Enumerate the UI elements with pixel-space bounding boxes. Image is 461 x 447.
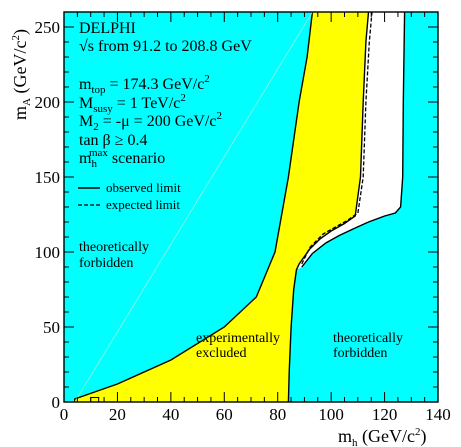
y-tick-label: 200: [35, 93, 61, 112]
x-tick-label: 80: [269, 405, 286, 424]
theoretical-limit-left-curve: [74, 12, 314, 402]
mtop-label: mtop = 174.3 GeV/c2: [79, 73, 210, 96]
y-tick-label: 150: [35, 168, 61, 187]
x-axis-ticks: [63, 12, 439, 402]
excluded-label-line1: experimentally: [196, 331, 280, 346]
msusy-label: Msusy = 1 TeV/c2: [79, 92, 186, 115]
x-tick-label: 120: [372, 405, 398, 424]
x-axis-tick-labels: 0 20 40 60 80 100 120 140: [60, 405, 451, 424]
x-tick-label: 140: [425, 405, 451, 424]
y-tick-label: 250: [35, 18, 61, 37]
legend-expected-label: expected limit: [106, 197, 180, 212]
forbidden-right-label-line2: forbidden: [333, 346, 387, 361]
excluded-label-line2: excluded: [196, 346, 247, 361]
forbidden-left-label-line2: forbidden: [79, 256, 133, 271]
scenario-label: mhmax scenario: [79, 147, 165, 170]
diagonal-reference-line: [74, 12, 313, 402]
x-tick-label: 0: [60, 405, 69, 424]
x-tick-label: 40: [162, 405, 179, 424]
experiment-label: DELPHI: [79, 20, 136, 37]
y-axis-label: mA (GeV/c2): [10, 29, 33, 120]
expected-limit-curve: [301, 12, 373, 265]
tanbeta-label: tan β ≥ 0.4: [79, 132, 147, 149]
allowed-region: [296, 12, 405, 270]
energy-label: √s from 91.2 to 208.8 GeV: [79, 38, 252, 55]
y-axis-ticks: [64, 11, 438, 403]
x-tick-label: 20: [109, 405, 126, 424]
y-tick-label: 0: [52, 393, 61, 412]
y-tick-label: 100: [35, 243, 61, 262]
x-axis-label: mh (GeV/c2): [338, 426, 427, 447]
forbidden-left-label-line1: theoretically: [79, 240, 149, 255]
observed-limit-curve: [287, 12, 370, 402]
theoretical-limit-right-curve: [301, 12, 406, 268]
x-tick-label: 100: [318, 405, 344, 424]
x-tick-label: 60: [216, 405, 233, 424]
legend-observed-label: observed limit: [106, 180, 181, 195]
y-tick-label: 50: [43, 318, 60, 337]
m2-label: M2 = -μ = 200 GeV/c2: [79, 110, 222, 133]
y-axis-tick-labels: 0 50 100 150 200 250: [35, 18, 61, 412]
excluded-region: [74, 12, 369, 402]
forbidden-right-label-line1: theoretically: [333, 331, 403, 346]
